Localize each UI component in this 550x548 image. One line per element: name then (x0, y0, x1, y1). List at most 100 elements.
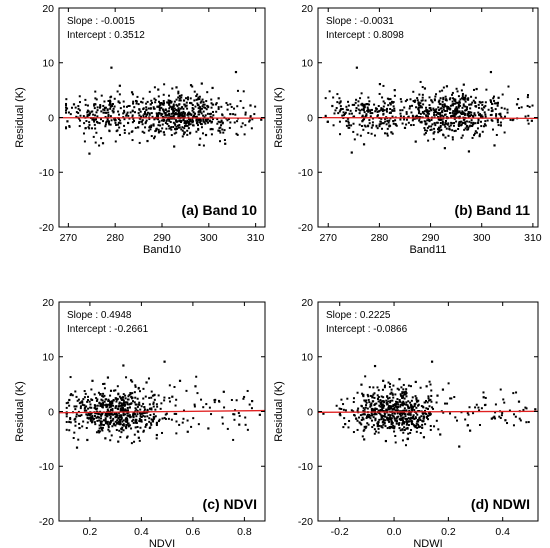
data-point (113, 97, 116, 100)
data-point (526, 104, 529, 107)
data-point (352, 401, 355, 404)
data-point (123, 403, 126, 406)
data-point (164, 418, 167, 421)
data-point (415, 398, 418, 401)
data-point (137, 386, 140, 389)
data-point (474, 96, 477, 99)
data-point (197, 107, 200, 110)
data-point (417, 420, 420, 423)
data-point (354, 101, 357, 104)
data-point (68, 125, 71, 128)
data-point (496, 102, 499, 105)
data-point (376, 127, 379, 130)
data-point (515, 391, 518, 394)
data-point (373, 134, 376, 137)
data-point (119, 107, 122, 110)
data-point (463, 113, 466, 116)
data-point (96, 115, 99, 118)
data-point (78, 109, 81, 112)
data-point (441, 89, 444, 92)
data-point (435, 401, 438, 404)
data-point (78, 95, 81, 98)
data-point (392, 105, 395, 108)
data-point (394, 393, 397, 396)
data-point (375, 402, 378, 405)
data-point (91, 110, 94, 113)
data-point (479, 113, 482, 116)
data-point (124, 418, 127, 421)
data-point (73, 405, 76, 408)
data-point (407, 405, 410, 408)
data-point (461, 106, 464, 109)
data-point (402, 420, 405, 423)
data-point (125, 426, 127, 429)
data-point (123, 129, 126, 132)
data-point (157, 95, 160, 98)
data-point (186, 112, 189, 115)
data-point (168, 127, 171, 130)
data-point (206, 91, 209, 94)
data-point (451, 104, 454, 107)
data-point (449, 111, 452, 114)
data-point (118, 420, 121, 422)
panel-label: (b) Band 11 (455, 202, 531, 218)
data-point (67, 401, 70, 404)
data-point (194, 385, 197, 388)
data-point (369, 110, 372, 113)
data-point (104, 404, 107, 407)
data-point (102, 104, 105, 107)
data-point (83, 140, 86, 143)
x-tick-label: 280 (371, 232, 389, 244)
data-point (433, 127, 436, 130)
data-point (368, 122, 371, 125)
data-point (120, 415, 123, 418)
data-point (452, 97, 455, 100)
data-point (127, 395, 130, 398)
data-point (75, 405, 78, 408)
data-point (233, 107, 236, 110)
data-point (200, 112, 203, 115)
data-point (77, 107, 80, 110)
data-point (118, 429, 121, 432)
data-point (404, 390, 407, 393)
data-point (396, 420, 399, 423)
data-point (200, 398, 203, 401)
data-point (163, 111, 166, 114)
data-point (324, 97, 327, 100)
data-point (134, 384, 137, 387)
data-point (176, 104, 179, 107)
data-point (190, 114, 193, 117)
data-point (418, 119, 421, 122)
data-point (419, 425, 422, 428)
data-point (223, 129, 226, 132)
data-point (140, 420, 143, 423)
data-point (134, 420, 137, 423)
data-point (150, 408, 153, 411)
data-point (449, 124, 452, 127)
data-point (460, 124, 462, 127)
data-point (125, 113, 128, 116)
data-point (440, 118, 443, 121)
data-point (342, 426, 345, 429)
data-point (441, 121, 444, 124)
data-point (381, 127, 384, 130)
data-point (94, 423, 97, 426)
regression-line (317, 410, 539, 413)
data-point (77, 414, 80, 417)
data-point (226, 103, 229, 106)
data-point (416, 410, 419, 413)
data-point (410, 428, 413, 431)
data-point (526, 119, 529, 122)
data-point (109, 100, 112, 103)
data-point (512, 392, 515, 395)
data-point (150, 112, 153, 115)
data-point (441, 100, 444, 103)
data-point (378, 123, 381, 126)
data-point (193, 405, 196, 408)
data-point (400, 410, 403, 413)
data-point (369, 414, 372, 417)
data-point (360, 125, 363, 128)
data-point (370, 108, 373, 111)
data-point (371, 400, 374, 403)
data-point (101, 406, 104, 409)
